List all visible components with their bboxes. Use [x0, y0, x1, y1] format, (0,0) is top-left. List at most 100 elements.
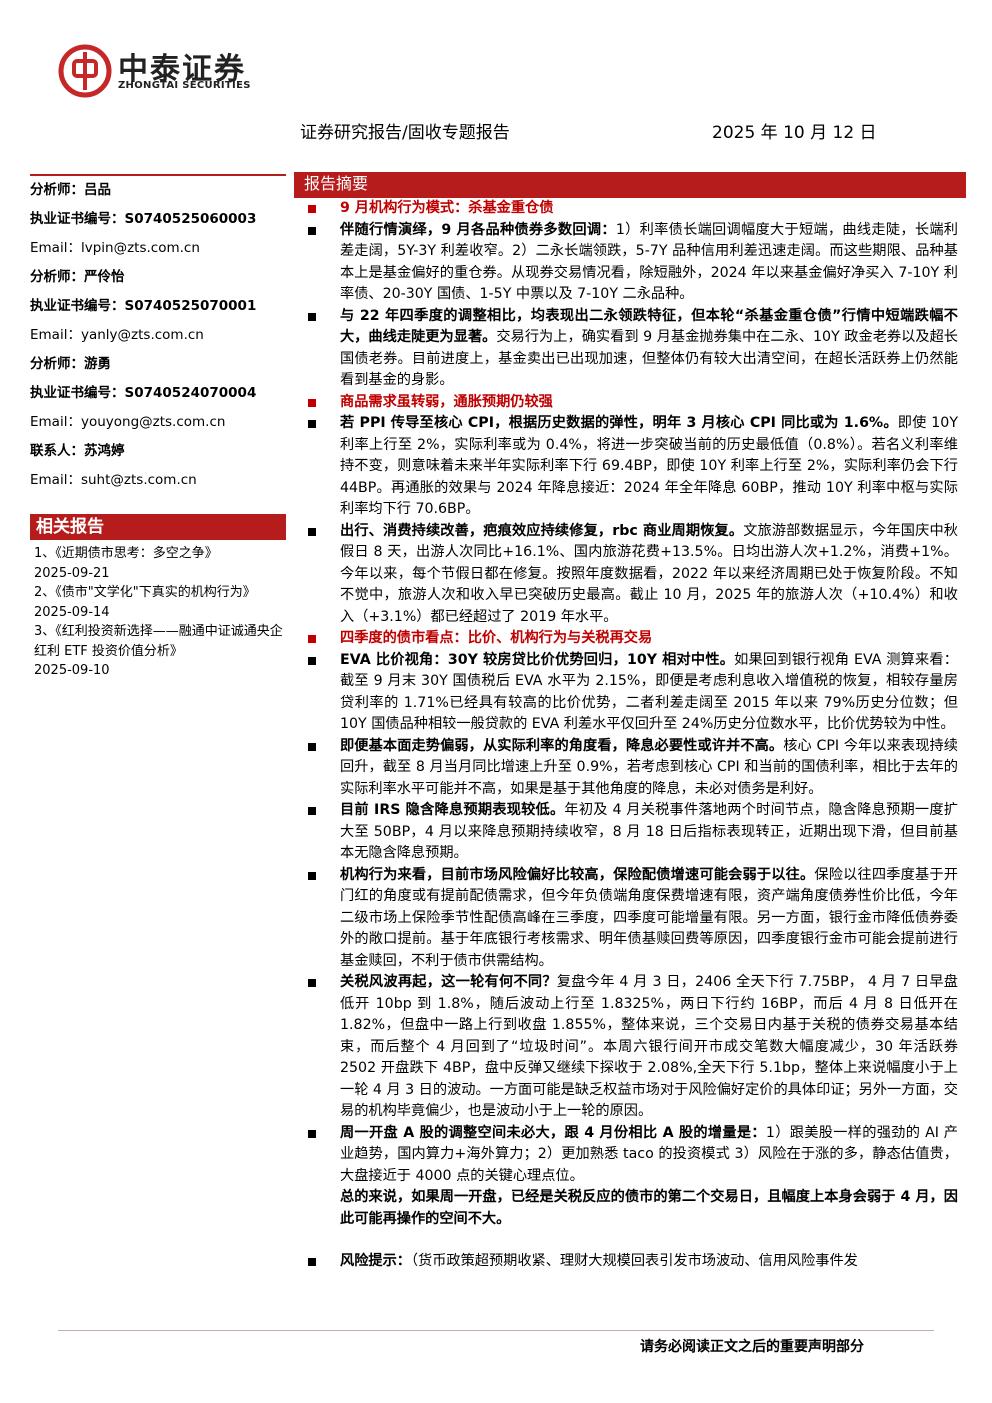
- related-date: 2025-09-21: [34, 565, 110, 581]
- contact: 分析师：严伶怡: [30, 263, 288, 292]
- contact-label: 分析师：: [30, 356, 84, 372]
- body-text: 复盘今年 4 月 3 日，2406 全天下行 7.75BP， 4 月 7 日早盘…: [340, 974, 958, 1119]
- contact: 执业证书编号：S0740525070001: [30, 292, 288, 321]
- contact-label: 执业证书编号：: [30, 211, 125, 227]
- contact-label: 执业证书编号：: [30, 298, 125, 314]
- bullet-square: [308, 635, 316, 643]
- contact-label: 联系人：: [30, 443, 84, 459]
- contact-value: suht@zts.com.cn: [80, 472, 197, 488]
- related-list: 1、《近期债市思考：多空之争》 2025-09-21 2、《债市"文学化"下真实的机…: [34, 544, 284, 681]
- contact: Email：suht@zts.com.cn: [30, 466, 288, 495]
- report-type: 证券研究报告/固收专题报告: [300, 123, 510, 143]
- lead-text: EVA 比价视角：30Y 较房贷比价优势回归，10Y 相对中性。: [340, 651, 735, 668]
- report-date: 2025 年 10 月 12 日: [712, 123, 877, 143]
- contact-value: 吕品: [84, 182, 111, 198]
- contact-value: S0740524070004: [124, 385, 257, 401]
- contact: 执业证书编号：S0740525060003: [30, 205, 288, 234]
- summary-item: 伴随行情演绎，9 月各品种债券多数回调：1）利率债长端回调幅度大于短端，曲线走陡…: [294, 220, 966, 306]
- summary-item: EVA 比价视角：30Y 较房贷比价优势回归，10Y 相对中性。如果回到银行视角…: [294, 650, 966, 736]
- contact-value: S0740525070001: [124, 298, 257, 314]
- contact: 分析师：游勇: [30, 350, 288, 379]
- heading-text: 四季度的债市看点：比价、机构行为与关税再交易: [340, 630, 653, 646]
- logo-en: ZHONGTAI SECURITIES: [118, 80, 251, 91]
- summary-item: 风险提示：（货币政策超预期收紧、理财大规模回表引发市场波动、信用风险事件发: [294, 1251, 966, 1273]
- contact-label: Email：: [30, 472, 81, 488]
- contact: 执业证书编号：S0740524070004: [30, 379, 288, 408]
- summary-item: 商品需求虽转弱，通胀预期仍较强: [294, 392, 966, 414]
- contact-value: 严伶怡: [84, 269, 125, 285]
- summary-title: 报告摘要: [294, 172, 966, 198]
- contact: Email：yanly@zts.com.cn: [30, 321, 288, 350]
- contact-value: lvpin@zts.com.cn: [80, 240, 200, 256]
- body-text: 1）跟美股一样的强劲的 AI 产业趋势，国内算力+海外算力；2）更加熟悉 tac…: [340, 1124, 958, 1184]
- summary: 报告摘要 9 月机构行为模式：杀基金重仓债伴随行情演绎，9 月各品种债券多数回调…: [294, 172, 966, 1302]
- lead-text: 机构行为来看，目前市场风险偏好比较高，保险配债增速可能会弱于以往。: [340, 866, 815, 883]
- related-title: 1、《近期债市思考：多空之争》: [34, 546, 218, 561]
- contact-label: 分析师：: [30, 269, 84, 285]
- body-text: 保险以往四季度基于开门红的角度或有提前配债需求，但今年负债端角度保费增速有限，资…: [340, 866, 958, 969]
- body-text: （货币政策超预期收紧、理财大规模回表引发市场波动、信用风险事件发: [410, 1253, 858, 1269]
- lead-text: 与 22 年四季度的调整相比，均表现出二永领跌特征，但本轮“杀基金重仓债”行情中…: [340, 307, 958, 346]
- logo-name: 中泰证券: [118, 52, 246, 87]
- summary-item: 周一开盘 A 股的调整空间未必大，跟 4 月份相比 A 股的增量是：1）跟美股一…: [294, 1123, 966, 1188]
- related-report: 1、《近期债市思考：多空之争》 2025-09-21: [34, 544, 284, 583]
- contact: Email：youyong@zts.com.cn: [30, 408, 288, 437]
- bullet-square: [308, 1258, 316, 1266]
- summary-item: 9 月机构行为模式：杀基金重仓债: [294, 198, 966, 220]
- footer-rule: [58, 1330, 934, 1331]
- lead-text: 总的来说，如果周一开盘，已经是关税反应的债市的第二个交易日，且幅度上本身会弱于 …: [340, 1189, 958, 1227]
- body-text: 1）利率债长端回调幅度大于短端，曲线走陡，长端利差走阔，5Y-3Y 利差收窄。2…: [340, 221, 958, 303]
- lead-text: 风险提示：: [340, 1253, 411, 1269]
- lead-text: 伴随行情演绎，9 月各品种债券多数回调：: [340, 221, 616, 238]
- related-report: 2、《债市"文学化"下真实的机构行为》 2025-09-14: [34, 583, 284, 622]
- lead-text: 出行、消费持续改善，疤痕效应持续修复，rbc 商业周期恢复。: [340, 522, 744, 539]
- contact-label: Email：: [30, 414, 81, 430]
- body-text: 文旅游部数据显示，今年国庆中秋假日 8 天，出游人次同比+16.1%、国内旅游花…: [340, 522, 958, 625]
- summary-item: 目前 IRS 隐含降息预期表现较低。年初及 4 月关税事件落地两个时间节点，隐含…: [294, 800, 966, 865]
- body-text: 交易行为上，确实看到 9 月基金抛券集中在二永、10Y 政金老券以及超长国债老券…: [340, 329, 958, 388]
- bullet-square: [308, 226, 316, 235]
- bullet-square: [308, 527, 316, 536]
- related-report: 3、《红利投资新选择——融通中证诚通央企红利 ETF 投资价值分析》 2025-0…: [34, 622, 284, 681]
- summary-items: 9 月机构行为模式：杀基金重仓债伴随行情演绎，9 月各品种债券多数回调：1）利率…: [294, 198, 966, 1273]
- bullet-square: [308, 1129, 316, 1138]
- heading-text: 9 月机构行为模式：杀基金重仓债: [340, 200, 554, 216]
- contact-value: yanly@zts.com.cn: [80, 327, 204, 343]
- contact-label: Email：: [30, 240, 81, 256]
- summary-item: 机构行为来看，目前市场风险偏好比较高，保险配债增速可能会弱于以往。保险以往四季度…: [294, 865, 966, 973]
- body-text: 核心 CPI 今年以来表现持续回升，截至 8 月当月同比增速上升至 0.9%，若…: [340, 737, 958, 797]
- contact: 联系人：苏鸿婷: [30, 437, 288, 466]
- footer-notice: 请务必阅读正文之后的重要声明部分: [640, 1339, 864, 1355]
- bullet-square: [308, 807, 316, 815]
- contact-value: 游勇: [84, 356, 111, 372]
- lead-text: 关税风波再起，这一轮有何不同？: [340, 974, 557, 990]
- bullet-square: [308, 312, 316, 321]
- summary-item: 总的来说，如果周一开盘，已经是关税反应的债市的第二个交易日，且幅度上本身会弱于 …: [294, 1187, 966, 1230]
- contact-value: youyong@zts.com.cn: [80, 414, 226, 430]
- summary-item: 关税风波再起，这一轮有何不同？复盘今年 4 月 3 日，2406 全天下行 7.…: [294, 972, 966, 1123]
- lead-text: 目前 IRS 隐含降息预期表现较低。: [340, 802, 565, 818]
- logo-mark: [58, 44, 112, 98]
- contacts: 分析师：吕品 执业证书编号：S0740525060003 Email：lvpin@z…: [30, 176, 288, 495]
- related-title: 3、《红利投资新选择——融通中证诚通央企红利 ETF 投资价值分析》: [34, 624, 283, 659]
- lead-text: 即便基本面走势偏弱，从实际利率的角度看，降息必要性或许并不高。: [340, 737, 784, 754]
- body-text: 如果回到银行视角 EVA 测算来看：截至 9 月末 30Y 国债税后 EVA 水…: [340, 651, 958, 733]
- summary-item: 即便基本面走势偏弱，从实际利率的角度看，降息必要性或许并不高。核心 CPI 今年…: [294, 736, 966, 801]
- contact: Email：lvpin@zts.com.cn: [30, 234, 288, 263]
- bullet-square: [308, 420, 316, 428]
- lead-text: 若 PPI 传导至核心 CPI，根据历史数据的弹性，明年 3 月核心 CPI 同…: [340, 415, 898, 431]
- related-date: 2025-09-10: [34, 663, 110, 678]
- sidebar-rule: [30, 174, 286, 176]
- related-title: 相关报告: [30, 514, 286, 540]
- contact-label: Email：: [30, 327, 81, 343]
- body-text: 年初及 4 月关税事件落地两个时间节点，隐含降息预期一度扩大至 50BP，4 月…: [340, 802, 958, 861]
- bullet-square: [308, 871, 316, 880]
- summary-item: 若 PPI 传导至核心 CPI，根据历史数据的弹性，明年 3 月核心 CPI 同…: [294, 413, 966, 521]
- summary-item: 四季度的债市看点：比价、机构行为与关税再交易: [294, 628, 966, 650]
- summary-item: 出行、消费持续改善，疤痕效应持续修复，rbc 商业周期恢复。文旅游部数据显示，今…: [294, 521, 966, 629]
- bullet-square: [308, 742, 316, 751]
- related-date: 2025-09-14: [34, 604, 110, 620]
- heading-text: 商品需求虽转弱，通胀预期仍较强: [340, 393, 553, 410]
- bullet-square: [308, 205, 316, 213]
